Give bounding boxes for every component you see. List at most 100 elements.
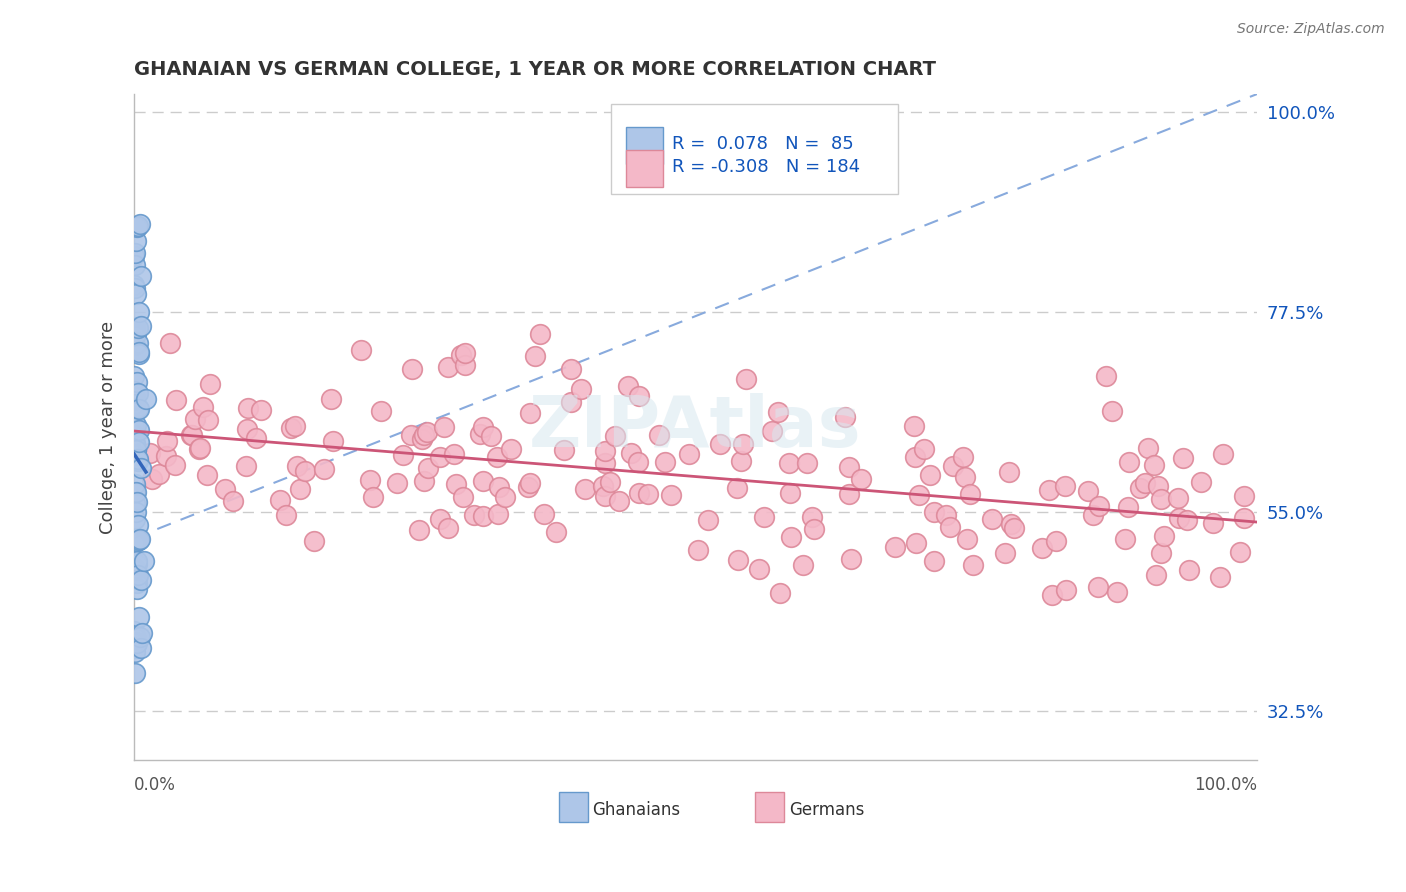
Point (1042, 588, 1064, 602)
Point (280, 421, 302, 435)
Point (124, 403, 146, 417)
Point (129, 269, 152, 284)
Point (122, 428, 145, 442)
Point (125, 375, 148, 389)
Point (125, 534, 148, 549)
Point (222, 494, 245, 508)
Point (141, 472, 163, 486)
Point (569, 382, 592, 396)
FancyBboxPatch shape (755, 792, 785, 822)
Point (838, 459, 860, 474)
Point (1233, 489, 1256, 503)
Point (1045, 534, 1067, 549)
Point (128, 630, 150, 644)
Point (163, 458, 186, 472)
Point (429, 512, 451, 526)
Point (908, 488, 931, 502)
Point (778, 456, 800, 470)
Point (138, 446, 160, 460)
Point (1031, 541, 1053, 555)
Point (399, 427, 422, 442)
Point (127, 401, 149, 415)
Point (605, 429, 627, 443)
Point (454, 358, 477, 372)
Point (124, 324, 146, 338)
Point (197, 413, 219, 427)
Point (236, 401, 259, 415)
Point (904, 450, 927, 464)
Point (200, 377, 222, 392)
Point (124, 448, 146, 462)
Point (122, 249, 145, 263)
Point (155, 450, 177, 464)
Point (135, 392, 157, 407)
Point (659, 488, 682, 502)
Point (412, 475, 434, 489)
Point (574, 482, 596, 496)
Point (499, 442, 522, 457)
Point (124, 397, 146, 411)
Point (385, 475, 408, 490)
Point (125, 582, 148, 596)
Point (122, 419, 145, 434)
Point (1004, 521, 1026, 535)
Point (245, 431, 267, 445)
Point (235, 458, 257, 473)
Point (912, 442, 935, 457)
Point (129, 461, 152, 475)
Point (321, 392, 343, 406)
Point (1202, 516, 1225, 530)
Point (471, 419, 494, 434)
Point (125, 442, 148, 457)
Point (1143, 458, 1166, 472)
Point (1150, 491, 1173, 506)
Point (124, 442, 146, 457)
Point (725, 482, 748, 496)
Point (124, 258, 146, 272)
Point (905, 535, 928, 549)
Point (124, 438, 146, 452)
Point (1147, 479, 1170, 493)
Point (250, 403, 273, 417)
Point (411, 432, 433, 446)
Point (748, 562, 770, 576)
Text: Ghanaians: Ghanaians (592, 801, 681, 819)
Point (124, 512, 146, 526)
Point (544, 525, 567, 540)
Point (413, 428, 436, 442)
Point (122, 535, 145, 549)
Point (156, 434, 179, 449)
Point (128, 401, 150, 416)
Point (148, 467, 170, 482)
Point (129, 573, 152, 587)
Point (953, 470, 976, 484)
Point (678, 447, 700, 461)
Point (290, 482, 312, 496)
Point (839, 552, 862, 566)
Point (124, 665, 146, 680)
Point (128, 610, 150, 624)
Point (437, 521, 460, 535)
Point (127, 518, 149, 533)
Point (269, 493, 291, 508)
Point (129, 319, 152, 334)
FancyBboxPatch shape (626, 150, 664, 187)
Point (285, 458, 308, 473)
Point (628, 389, 651, 403)
Point (529, 327, 551, 342)
Point (124, 635, 146, 649)
Text: Germans: Germans (789, 801, 865, 819)
Point (128, 304, 150, 318)
Point (637, 487, 659, 501)
Point (485, 450, 508, 465)
Point (122, 441, 145, 455)
Point (761, 424, 783, 438)
Point (1129, 481, 1152, 495)
Text: R = -0.308   N = 184: R = -0.308 N = 184 (672, 159, 860, 177)
Point (494, 490, 516, 504)
Point (214, 482, 236, 496)
Point (479, 429, 502, 443)
Point (796, 456, 818, 470)
Point (1167, 491, 1189, 505)
Point (437, 359, 460, 374)
